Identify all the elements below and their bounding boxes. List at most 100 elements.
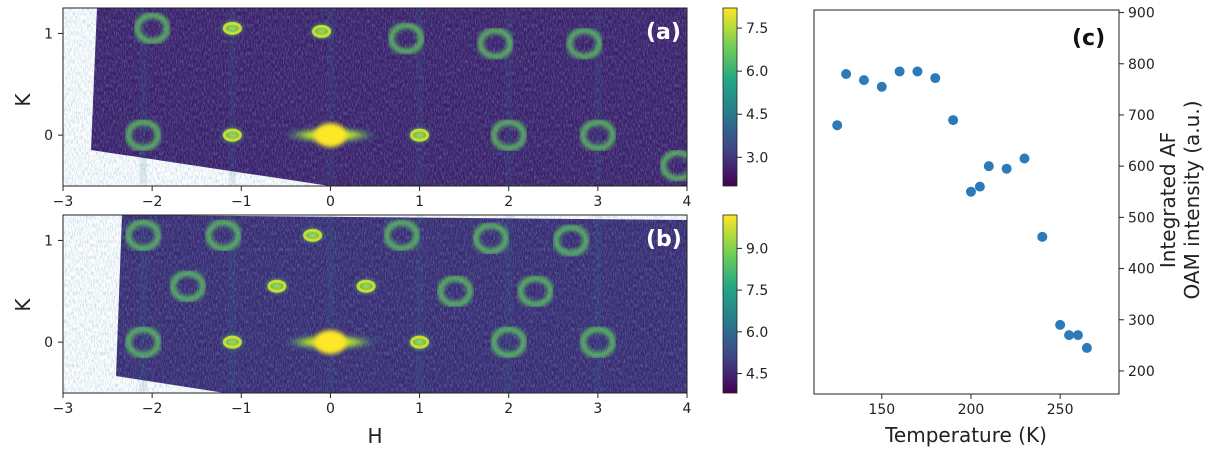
x-tick-label: 2 bbox=[504, 194, 513, 210]
bragg-peak bbox=[407, 127, 432, 144]
y-axis-label-a: K bbox=[11, 93, 35, 107]
y-tick-label: 1 bbox=[44, 233, 53, 249]
x-axis-label-temperature: Temperature (K) bbox=[884, 423, 1047, 447]
y-tick-label: 900 bbox=[1128, 6, 1155, 22]
bragg-peak bbox=[477, 27, 514, 60]
scatter-panel-c: 150 200 250 200 300 400 500 600 700 800 900 (c) Te… bbox=[813, 6, 1204, 447]
y-tick-label: 0 bbox=[44, 128, 53, 144]
bragg-peak bbox=[388, 22, 425, 55]
streak bbox=[327, 215, 334, 393]
y-tick-label: 0 bbox=[44, 335, 53, 351]
colorbar-tick-label: 6.0 bbox=[746, 64, 768, 80]
data-point bbox=[983, 161, 994, 172]
bragg-peak bbox=[309, 23, 334, 40]
x-tick-label: −2 bbox=[142, 401, 163, 417]
data-point bbox=[1055, 319, 1066, 330]
bragg-peak bbox=[407, 334, 432, 351]
bragg-peak bbox=[300, 227, 325, 244]
data-point bbox=[841, 69, 852, 79]
streak bbox=[505, 8, 512, 186]
bragg-peak bbox=[383, 219, 420, 252]
data-point bbox=[965, 186, 976, 197]
x-tick-label: 4 bbox=[683, 401, 692, 417]
data-point bbox=[1001, 163, 1012, 174]
bragg-peak bbox=[125, 119, 162, 152]
bragg-peak bbox=[282, 330, 379, 355]
bragg-peak bbox=[282, 123, 379, 148]
x-tick-label: 250 bbox=[1047, 402, 1074, 418]
x-tick-label: −2 bbox=[142, 194, 163, 210]
data-point bbox=[876, 81, 887, 92]
y-axis-label-line1: Integrated AF bbox=[1156, 132, 1180, 268]
x-tick-label: 3 bbox=[593, 401, 602, 417]
data-point bbox=[912, 66, 923, 77]
bragg-peak bbox=[134, 12, 171, 45]
y-tick-label: 800 bbox=[1128, 57, 1155, 73]
data-point bbox=[1064, 330, 1075, 341]
bragg-peak bbox=[579, 326, 616, 359]
panel-label-b: (b) bbox=[646, 227, 682, 252]
data-point bbox=[894, 66, 905, 77]
bragg-peak bbox=[472, 222, 509, 255]
streak bbox=[229, 8, 236, 186]
x-tick-label: 200 bbox=[958, 402, 985, 418]
x-tick-label: 1 bbox=[415, 401, 424, 417]
scatter-c-frame bbox=[813, 9, 1120, 395]
x-tick-label: −1 bbox=[231, 401, 252, 417]
y-axis-label-line2: OAM intensity (a.u.) bbox=[1180, 100, 1204, 299]
bragg-peak bbox=[220, 20, 245, 37]
data-point bbox=[1072, 330, 1083, 341]
data-point bbox=[1081, 342, 1092, 353]
colorbar-tick-label: 6.0 bbox=[746, 325, 768, 341]
colorbar-b: 4.5 6.0 7.5 9.0 bbox=[722, 214, 768, 394]
bragg-peak bbox=[220, 334, 245, 351]
x-tick-label: −1 bbox=[231, 194, 252, 210]
panel-label-a: (a) bbox=[646, 20, 681, 45]
x-tick-label: 4 bbox=[683, 194, 692, 210]
bragg-peak bbox=[517, 275, 554, 308]
x-tick-label: 0 bbox=[326, 401, 335, 417]
heatmap-panel-a: −3 −2 −1 0 1 2 3 4 0 1 (a) K bbox=[11, 7, 692, 210]
colorbar-tick-label: 4.5 bbox=[746, 367, 768, 383]
bragg-peak bbox=[566, 27, 603, 60]
y-tick-label: 400 bbox=[1128, 262, 1155, 278]
y-tick-label: 300 bbox=[1128, 313, 1155, 329]
x-tick-label: 3 bbox=[593, 194, 602, 210]
data-point bbox=[858, 75, 869, 86]
streak bbox=[229, 215, 236, 393]
bragg-peak bbox=[125, 219, 162, 252]
streak bbox=[140, 8, 147, 186]
colorbar-tick-label: 4.5 bbox=[746, 107, 768, 123]
colorbar-tick-label: 7.5 bbox=[746, 21, 768, 37]
y-axis-label-b: K bbox=[11, 298, 35, 312]
y-tick-label: 200 bbox=[1128, 364, 1155, 380]
heatmap-a-frame bbox=[62, 7, 688, 187]
y-tick-label: 1 bbox=[44, 26, 53, 42]
streak bbox=[327, 8, 334, 186]
x-tick-label: −3 bbox=[53, 401, 74, 417]
x-axis-label-h: H bbox=[367, 424, 382, 448]
data-point bbox=[930, 73, 941, 84]
data-point bbox=[832, 120, 843, 131]
heatmap-panel-b: −3 −2 −1 0 1 2 3 4 0 1 (b) K H bbox=[11, 214, 692, 448]
colorbar-tick-label: 7.5 bbox=[746, 283, 768, 299]
streak bbox=[140, 215, 147, 393]
bragg-peak bbox=[354, 278, 379, 295]
bragg-peak bbox=[660, 149, 687, 182]
bragg-peak bbox=[490, 326, 527, 359]
streak bbox=[416, 215, 423, 393]
data-point bbox=[974, 181, 985, 192]
colorbar-a: 3.0 4.5 6.0 7.5 bbox=[722, 7, 768, 187]
bragg-peak bbox=[220, 127, 245, 144]
bragg-peak bbox=[125, 326, 162, 359]
bragg-peak bbox=[579, 119, 616, 152]
x-tick-label: 2 bbox=[504, 401, 513, 417]
x-tick-label: −3 bbox=[53, 194, 74, 210]
bragg-peak bbox=[437, 275, 474, 308]
y-tick-label: 700 bbox=[1128, 108, 1155, 124]
colorbar-tick-label: 9.0 bbox=[746, 241, 768, 257]
x-tick-label: 0 bbox=[326, 194, 335, 210]
streak bbox=[594, 8, 601, 186]
streak bbox=[505, 215, 512, 393]
